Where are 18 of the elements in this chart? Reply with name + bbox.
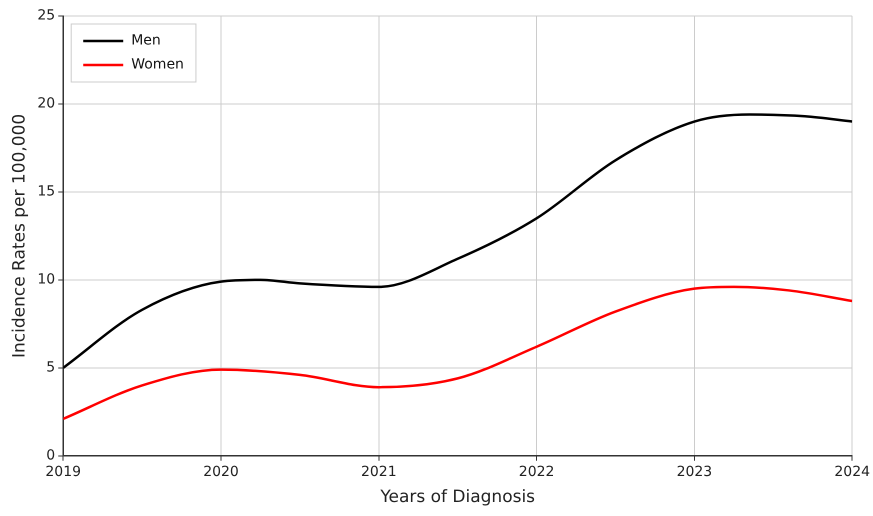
x-tick-label: 2021 [360,464,397,480]
x-tick-label: 2020 [203,464,239,480]
y-tick-label: 15 [37,184,56,200]
y-tick-label: 5 [46,359,56,376]
y-tick-label: 20 [37,96,56,112]
x-axis-title: Years of Diagnosis [379,487,536,508]
x-tick-label: 2022 [518,464,554,480]
line-series [63,286,852,420]
x-tick-label: 2019 [45,464,82,480]
legend-label: Women [131,56,184,73]
y-tick-label: 25 [37,8,56,24]
line-series [63,113,852,370]
legend-label: Men [131,32,161,49]
y-axis-title: Incidence Rates per 100,000 [10,114,30,358]
y-tick-label: 10 [37,272,56,288]
x-tick-label: 2023 [676,464,712,480]
x-tick-label: 2024 [834,464,870,480]
y-tick-label: 0 [46,447,56,464]
